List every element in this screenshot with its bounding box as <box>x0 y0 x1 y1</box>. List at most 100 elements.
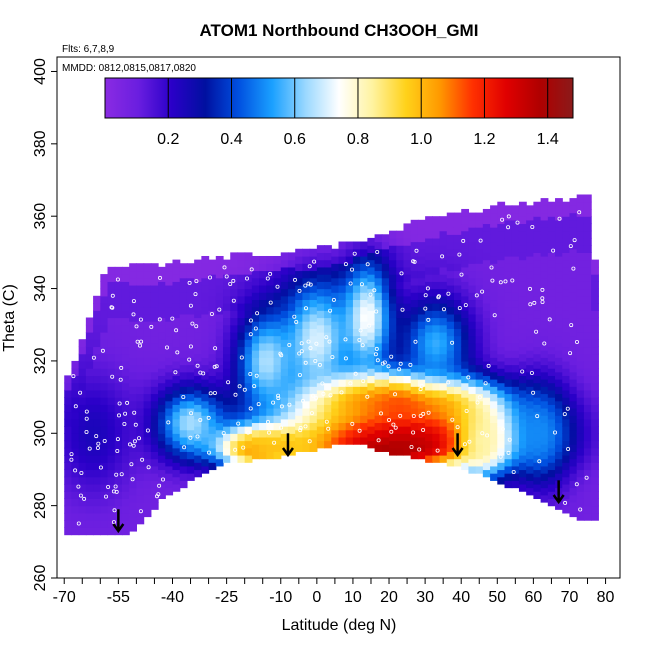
heat-cell <box>259 292 267 301</box>
heat-cell <box>150 502 159 510</box>
track-point <box>117 401 122 406</box>
heat-cell <box>432 252 441 261</box>
heat-cell <box>143 494 152 503</box>
heat-cell <box>223 433 231 442</box>
heat-cell <box>367 440 376 449</box>
heat-cell <box>273 451 282 460</box>
heat-cell <box>121 404 130 413</box>
heat-cell <box>64 491 73 500</box>
heat-cell <box>121 324 130 333</box>
heat-cell <box>591 483 599 492</box>
heat-cell <box>215 292 224 301</box>
heat-cell <box>345 306 354 315</box>
heat-cell <box>511 342 520 351</box>
heat-cell <box>338 248 347 257</box>
heat-cell <box>114 368 123 376</box>
heat-cell <box>85 346 94 355</box>
heat-cell <box>186 386 195 395</box>
flights-label: Flts: 6,7,8,9 <box>62 44 115 55</box>
heat-cell <box>569 335 578 344</box>
heat-cell <box>309 444 318 452</box>
heat-cell <box>576 382 585 391</box>
heat-cell <box>295 357 304 366</box>
heat-cell <box>475 342 484 351</box>
x-tick-label: 10 <box>344 589 362 606</box>
heat-cell <box>396 440 405 449</box>
heat-cell <box>100 483 109 492</box>
heat-cell <box>93 331 101 340</box>
heat-cell <box>230 447 239 456</box>
heat-cell <box>576 491 585 500</box>
heat-cell <box>547 346 556 355</box>
heat-cell <box>576 331 585 340</box>
heat-cell <box>309 270 318 279</box>
heat-cell <box>583 426 592 434</box>
heat-cell <box>316 404 325 413</box>
heat-cell <box>562 498 571 507</box>
heat-cell <box>504 342 513 351</box>
track-point <box>483 381 488 386</box>
heat-cell <box>259 436 267 445</box>
heat-cell <box>316 375 325 384</box>
heat-cell <box>85 440 94 449</box>
heat-cell <box>107 411 116 420</box>
heat-cell <box>360 379 368 387</box>
heat-cell <box>381 407 390 416</box>
heat-cell <box>461 339 470 348</box>
heat-cell <box>208 411 217 420</box>
heat-cell <box>439 397 448 405</box>
heat-cell <box>417 270 426 279</box>
track-point <box>119 365 124 370</box>
heat-cell <box>482 303 491 311</box>
heat-cell <box>136 292 145 301</box>
heat-cell <box>280 418 289 427</box>
track-point <box>446 291 451 296</box>
heat-cell <box>331 335 340 344</box>
heat-cell <box>417 444 426 452</box>
heat-cell <box>179 342 188 351</box>
heat-cell <box>482 382 491 391</box>
track-point <box>136 436 141 441</box>
heat-cell <box>360 371 368 380</box>
heat-cell <box>244 303 253 311</box>
heat-cell <box>569 198 578 206</box>
heat-cell <box>417 299 426 308</box>
heat-cell <box>331 364 340 373</box>
heat-cell <box>266 436 275 445</box>
heat-cell <box>273 321 282 329</box>
heat-cell <box>518 245 527 253</box>
heat-cell <box>374 335 383 344</box>
colorbar-tick-label: 0.6 <box>284 131 306 148</box>
heat-cell <box>100 462 109 471</box>
heat-cell <box>331 371 340 380</box>
heat-cell <box>244 375 253 384</box>
heat-cell <box>107 426 116 434</box>
heat-cell <box>482 252 491 261</box>
heat-cell <box>526 234 534 243</box>
heat-cell <box>540 364 549 373</box>
heat-cell <box>367 433 376 442</box>
heat-cell <box>280 382 289 391</box>
x-tick-label: 0 <box>312 589 321 606</box>
track-point <box>398 361 403 366</box>
heat-cell <box>150 321 159 329</box>
track-point <box>252 384 257 389</box>
heat-cell <box>526 299 534 308</box>
heat-cell <box>352 248 361 257</box>
heat-cell <box>504 393 513 402</box>
heat-cell <box>482 274 491 282</box>
heat-cell <box>432 389 441 398</box>
heat-cell <box>410 299 419 308</box>
heat-cell <box>490 292 498 301</box>
heat-cell <box>497 462 506 471</box>
heat-cell <box>114 346 123 355</box>
heat-cell <box>114 454 123 463</box>
heat-cell <box>295 407 304 416</box>
heat-cell <box>186 415 195 424</box>
heat-cell <box>403 303 412 311</box>
heat-cell <box>186 321 195 329</box>
heat-cell <box>389 230 397 239</box>
track-point <box>188 303 193 308</box>
heat-cell <box>107 274 116 282</box>
heat-cell <box>389 404 397 413</box>
